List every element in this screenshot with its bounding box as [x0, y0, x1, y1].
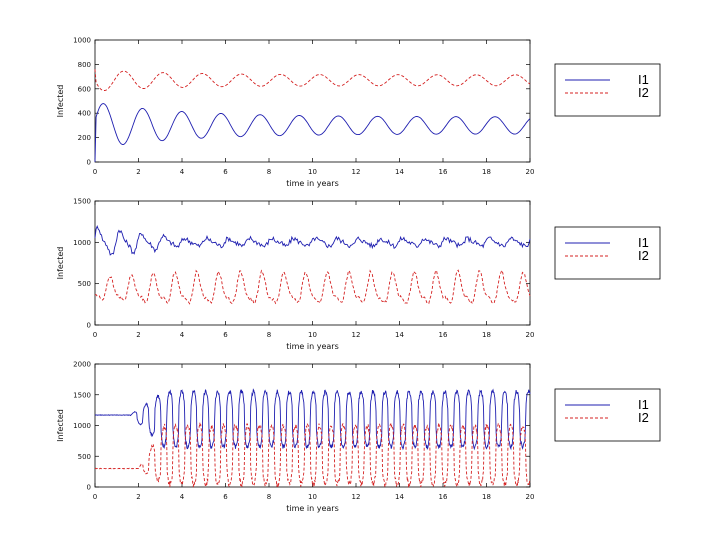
series-line-i2: [95, 422, 531, 489]
series-line-i2: [94, 269, 531, 305]
plot-frame: [94, 200, 531, 326]
legend-label-i1: I1: [638, 235, 649, 250]
x-tick-label: 0: [93, 331, 97, 339]
y-axis-label: Infected: [56, 85, 65, 118]
x-tick-label: 8: [267, 331, 271, 339]
legend-box: [554, 388, 661, 442]
x-tick-label: 6: [223, 331, 228, 339]
y-axis-label: Infected: [56, 247, 65, 280]
x-tick-label: 8: [267, 493, 271, 501]
series-line-i1: [94, 103, 531, 163]
y-tick-label: 1000: [73, 422, 91, 430]
x-tick-label: 18: [482, 493, 491, 501]
x-tick-label: 12: [352, 331, 361, 339]
x-axis-label: time in years: [286, 179, 338, 188]
y-tick-label: 1000: [73, 37, 91, 45]
x-tick-label: 4: [180, 168, 185, 176]
y-tick-label: 200: [78, 134, 91, 142]
x-tick-label: 12: [352, 493, 361, 501]
x-tick-label: 14: [395, 331, 404, 339]
legend-box: [554, 63, 661, 117]
x-tick-label: 4: [180, 493, 185, 501]
x-tick-label: 14: [395, 168, 404, 176]
x-tick-label: 10: [308, 168, 317, 176]
y-tick-label: 400: [78, 110, 91, 118]
y-tick-label: 0: [87, 484, 91, 492]
series-line-i2: [94, 69, 531, 91]
plot-frame: [94, 39, 531, 163]
y-tick-label: 600: [78, 85, 91, 93]
x-tick-label: 18: [482, 168, 491, 176]
y-tick-label: 2000: [73, 361, 91, 369]
x-tick-label: 16: [439, 493, 448, 501]
legend-label-i2: I2: [638, 248, 649, 263]
x-tick-label: 8: [267, 168, 271, 176]
x-tick-label: 2: [136, 493, 140, 501]
legend-label-i1: I1: [638, 72, 649, 87]
x-tick-label: 2: [136, 168, 140, 176]
series-line-i1: [94, 388, 531, 451]
legend-label-i2: I2: [638, 85, 649, 100]
y-axis-label: Infected: [56, 409, 65, 442]
y-tick-label: 1000: [73, 239, 91, 247]
legend-label-i1: I1: [638, 397, 649, 412]
x-tick-label: 10: [308, 493, 317, 501]
legend-box: [554, 226, 661, 280]
legend-label-i2: I2: [638, 410, 649, 425]
y-tick-label: 500: [78, 453, 91, 461]
series-line-i1: [94, 225, 531, 256]
y-tick-label: 500: [78, 280, 91, 288]
x-tick-label: 6: [223, 493, 228, 501]
x-tick-label: 10: [308, 331, 317, 339]
x-tick-label: 16: [439, 331, 448, 339]
y-tick-label: 800: [78, 61, 91, 69]
x-tick-label: 6: [223, 168, 228, 176]
y-tick-label: 1500: [73, 391, 91, 399]
x-tick-label: 2: [136, 331, 140, 339]
x-tick-label: 20: [526, 331, 535, 339]
x-tick-label: 20: [526, 168, 535, 176]
y-tick-label: 1500: [73, 198, 91, 206]
x-tick-label: 14: [395, 493, 404, 501]
y-tick-label: 0: [87, 322, 91, 330]
x-tick-label: 0: [93, 168, 97, 176]
x-tick-label: 20: [526, 493, 535, 501]
x-tick-label: 16: [439, 168, 448, 176]
x-tick-label: 0: [93, 493, 97, 501]
y-tick-label: 0: [87, 159, 91, 167]
x-axis-label: time in years: [286, 342, 338, 351]
x-tick-label: 4: [180, 331, 185, 339]
x-tick-label: 18: [482, 331, 491, 339]
x-tick-label: 12: [352, 168, 361, 176]
x-axis-label: time in years: [286, 504, 338, 513]
